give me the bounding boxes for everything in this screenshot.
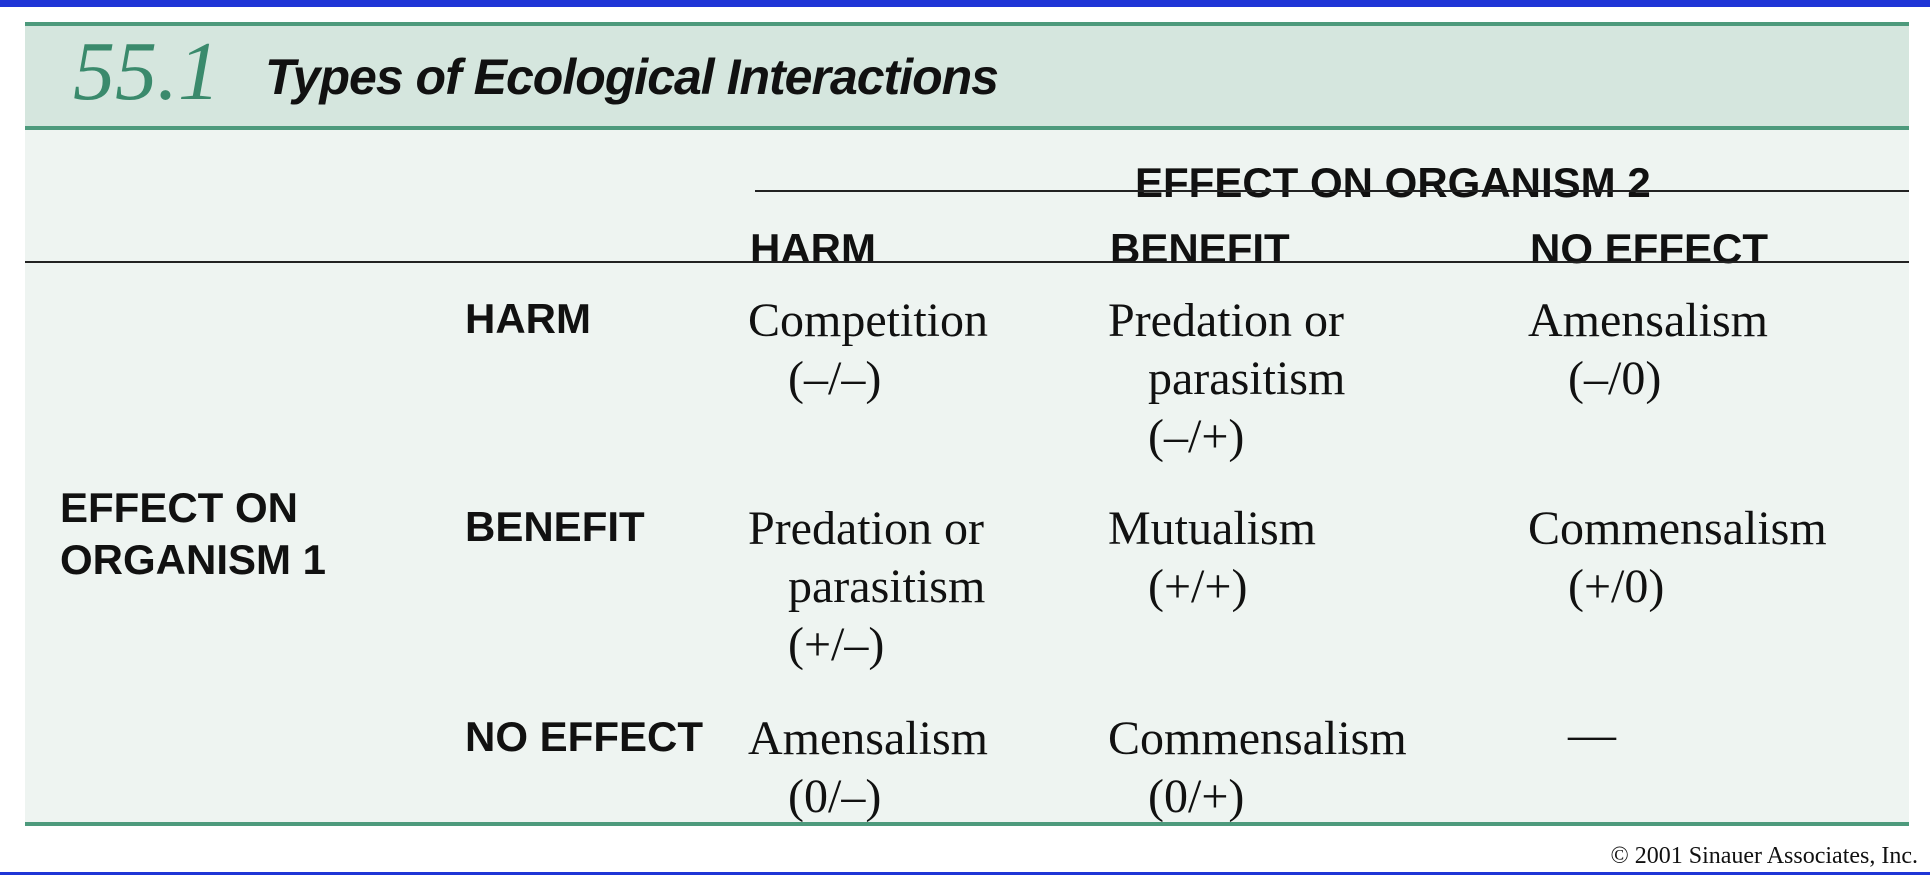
table-title: Types of Ecological Interactions bbox=[265, 49, 999, 105]
cell-line: Commensalism bbox=[1528, 502, 1827, 555]
cell-line: (–/–) bbox=[788, 352, 882, 405]
cell-line: Competition bbox=[748, 294, 988, 347]
cell-no-effect-harm: Amensalism (0/–) bbox=[748, 710, 988, 826]
row-header-benefit: BENEFIT bbox=[465, 503, 645, 550]
cell-harm-harm: Competition (–/–) bbox=[748, 292, 988, 408]
cell-line: Mutualism bbox=[1108, 502, 1317, 555]
cell-benefit-benefit: Mutualism (+/+) bbox=[1108, 500, 1316, 616]
cell-harm-benefit: Predation or parasitism (–/+) bbox=[1108, 292, 1345, 466]
row-header-no-effect: NO EFFECT bbox=[465, 713, 703, 760]
cell-line: Amensalism bbox=[748, 712, 988, 765]
column-group-header: EFFECT ON ORGANISM 2 bbox=[1135, 159, 1651, 206]
column-header-harm: HARM bbox=[750, 225, 876, 272]
cell-line: (0/–) bbox=[788, 770, 882, 823]
column-header-no-effect: NO EFFECT bbox=[1530, 225, 1768, 272]
cell-no-effect-benefit: Commensalism (0/+) bbox=[1108, 710, 1407, 826]
table-bottom-rule bbox=[25, 822, 1909, 826]
cell-line: — bbox=[1568, 708, 1616, 761]
row-header-harm: HARM bbox=[465, 295, 591, 342]
cell-line: parasitism bbox=[788, 560, 986, 613]
cell-line: Amensalism bbox=[1528, 294, 1768, 347]
cell-benefit-harm: Predation or parasitism (+/–) bbox=[748, 500, 985, 674]
cell-line: Predation or bbox=[748, 502, 984, 555]
ecological-interactions-table: 55.1 Types of Ecological Interactions EF… bbox=[25, 22, 1909, 826]
row-group-header: EFFECT ON ORGANISM 1 bbox=[60, 482, 326, 585]
cell-line: (+/0) bbox=[1568, 560, 1665, 613]
cell-line: (–/+) bbox=[1148, 410, 1245, 463]
cell-harm-no-effect: Amensalism (–/0) bbox=[1528, 292, 1768, 408]
top-border-band bbox=[0, 0, 1930, 7]
cell-line: (0/+) bbox=[1148, 770, 1245, 823]
row-group-header-line1: EFFECT ON bbox=[60, 484, 298, 531]
cell-line: (+/+) bbox=[1148, 560, 1248, 613]
column-group-rule bbox=[755, 190, 1909, 192]
cell-line: Predation or bbox=[1108, 294, 1344, 347]
header-rule bbox=[25, 261, 1909, 263]
cell-line: (–/0) bbox=[1568, 352, 1662, 405]
cell-line: parasitism bbox=[1148, 352, 1346, 405]
cell-line: Commensalism bbox=[1108, 712, 1407, 765]
table-title-bar: 55.1 Types of Ecological Interactions bbox=[25, 22, 1909, 130]
bottom-border-line bbox=[0, 872, 1930, 875]
table-number: 55.1 bbox=[73, 25, 220, 118]
column-header-benefit: BENEFIT bbox=[1110, 225, 1290, 272]
cell-benefit-no-effect: Commensalism (+/0) bbox=[1528, 500, 1827, 616]
row-group-header-line2: ORGANISM 1 bbox=[60, 535, 327, 583]
cell-line: (+/–) bbox=[788, 618, 885, 671]
copyright-notice: © 2001 Sinauer Associates, Inc. bbox=[1610, 843, 1918, 869]
cell-no-effect-no-effect: — bbox=[1568, 706, 1616, 764]
